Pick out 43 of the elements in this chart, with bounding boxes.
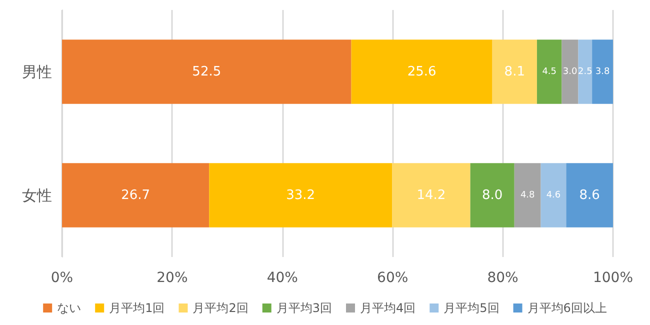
- bar: [562, 40, 578, 104]
- legend-label: 月平均5回: [444, 301, 500, 315]
- data-label: 2.5: [578, 66, 592, 77]
- bar: [470, 163, 514, 228]
- bar: [536, 40, 562, 104]
- data-label: 25.6: [407, 64, 436, 80]
- bar: [492, 40, 537, 104]
- x-tick-label: 0%: [50, 270, 74, 286]
- bar: [514, 163, 541, 228]
- legend-label: 月平均2回: [192, 301, 248, 315]
- bar: [540, 163, 566, 228]
- bar: [209, 163, 392, 228]
- data-label: 33.2: [286, 188, 316, 203]
- x-tick-label: 100%: [592, 270, 634, 286]
- y-tick-label: 女性: [22, 186, 52, 204]
- data-label: 4.8: [520, 190, 536, 200]
- x-tick-label: 20%: [156, 270, 188, 286]
- bar: [578, 40, 592, 104]
- bar: [566, 163, 613, 228]
- bar: [62, 40, 352, 104]
- bar: [392, 163, 470, 228]
- x-tick-label: 60%: [377, 270, 408, 286]
- data-label: 8.0: [482, 188, 503, 203]
- data-label: 4.6: [546, 190, 561, 200]
- bar: [592, 40, 613, 104]
- legend-label: ない: [57, 301, 82, 315]
- y-tick-label: 男性: [22, 62, 52, 81]
- legend-label: 月平均3回: [276, 301, 332, 315]
- data-label: 3.0: [562, 66, 578, 77]
- data-label: 4.5: [542, 66, 557, 77]
- x-tick-label: 40%: [266, 270, 298, 286]
- bar: [62, 163, 210, 228]
- data-label: 14.2: [416, 188, 446, 203]
- data-label: 26.7: [121, 188, 150, 203]
- data-label: 3.8: [595, 66, 610, 77]
- data-label: 52.5: [192, 64, 222, 80]
- data-label: 8.1: [504, 64, 525, 80]
- bar: [351, 40, 492, 104]
- data-label: 8.6: [579, 188, 600, 203]
- legend-label: 月平均1回: [109, 301, 165, 315]
- x-tick-label: 80%: [487, 270, 518, 286]
- legend-label: 月平均6回以上: [527, 301, 607, 315]
- legend-label: 月平均4回: [360, 301, 416, 315]
